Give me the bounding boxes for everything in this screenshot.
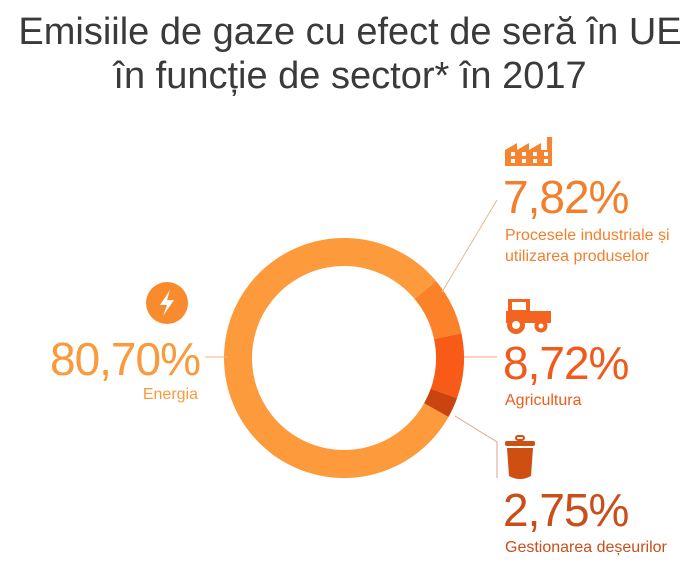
agriculture-name-label: Agricultura	[505, 392, 582, 409]
waste-name-label: Gestionarea deșeurilor	[505, 539, 667, 556]
agriculture-value-label: 8,72%	[503, 337, 629, 389]
donut-slice-gestionarea	[424, 388, 458, 418]
energy-value-label: 80,70%	[49, 333, 201, 385]
waste-value-label: 2,75%	[503, 484, 629, 536]
chart-title-line-2: funcție de sector* în 2017	[155, 55, 587, 97]
donut-slice-agricultura	[430, 333, 464, 399]
energy-name-label: Energia	[142, 386, 198, 403]
industry-value-label: 7,82%	[503, 171, 629, 223]
leader-line-industry	[441, 199, 498, 293]
chart-title-line-1: Emisiile de gaze cu efect de seră în UE …	[18, 11, 682, 97]
leader-line-waste	[454, 415, 498, 478]
donut-slice-energia	[224, 238, 449, 478]
trash-icon	[505, 435, 535, 479]
industry-name-label-1: Procesele industriale și	[505, 227, 670, 244]
tractor-icon	[506, 299, 551, 334]
factory-icon	[505, 137, 552, 166]
lightning-icon	[146, 282, 188, 324]
donut-slice-procesele	[414, 280, 462, 340]
industry-name-label-2: utilizarea produselor	[505, 248, 650, 265]
chart-title: Emisiile de gaze cu efect de seră în UE …	[10, 10, 690, 98]
